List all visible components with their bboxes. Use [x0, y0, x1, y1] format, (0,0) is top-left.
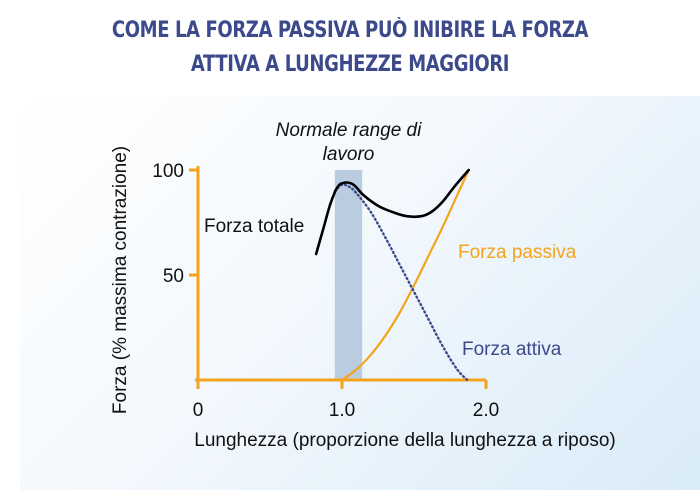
x-axis-label: Lunghezza (proporzione della lunghezza a…	[194, 430, 615, 451]
series-label-forza-passiva: Forza passiva	[458, 242, 577, 263]
x-tick-label-2.0: 2.0	[473, 400, 499, 421]
series-line-forza-passiva	[340, 168, 470, 382]
title-line-2: ATTIVA A LUNGHEZZE MAGGIORI	[190, 52, 510, 77]
y-axis-label: Forza (% massima contrazione)	[110, 146, 131, 414]
y-tick-label-100: 100	[152, 161, 184, 182]
chart-title: COME LA FORZA PASSIVA PUÒ INIBIRE LA FOR…	[63, 14, 637, 82]
series-line-forza-attiva	[333, 183, 469, 382]
series-label-forza-attiva: Forza attiva	[462, 339, 562, 360]
y-tick-label-50: 50	[163, 266, 184, 287]
band-label-line-2: lavoro	[323, 144, 375, 165]
x-tick-label-0: 0	[193, 400, 204, 421]
series-label-forza-totale: Forza totale	[204, 216, 304, 237]
band-label-line-1: Normale range di	[276, 120, 423, 141]
title-line-1: COME LA FORZA PASSIVA PUÒ INIBIRE LA FOR…	[111, 18, 589, 43]
x-tick-label-1.0: 1.0	[329, 400, 355, 421]
series-line-forza-totale	[314, 168, 470, 256]
working-range-band	[334, 170, 363, 380]
